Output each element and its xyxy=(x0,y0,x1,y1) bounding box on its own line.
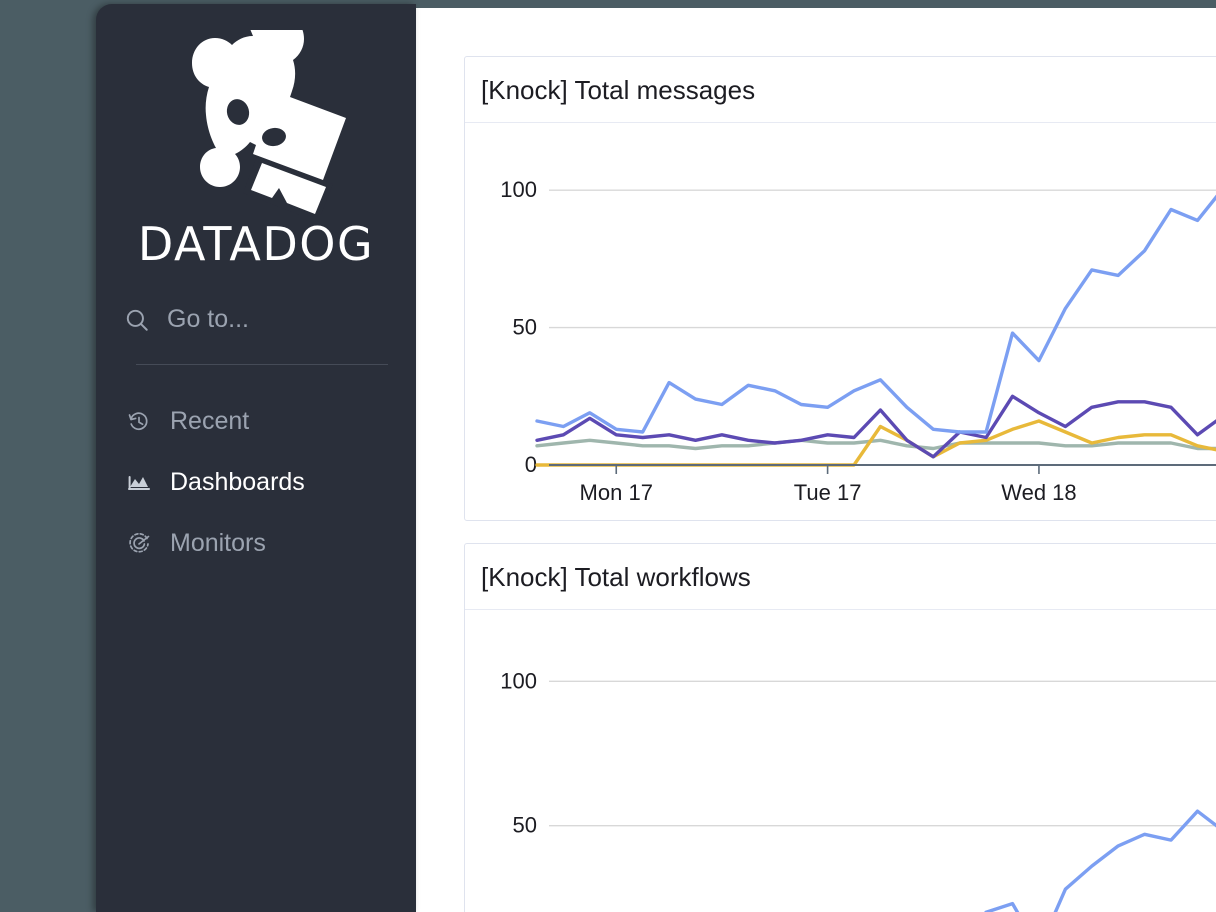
widget-total-messages[interactable]: [Knock] Total messages 0 50 100 Mon 17 Tue 1… xyxy=(464,56,1216,521)
widget-title-workflows: [Knock] Total workflows xyxy=(465,544,1216,610)
datadog-dog-logo-icon xyxy=(192,30,346,215)
search-icon xyxy=(126,309,148,331)
y-axis-tick-label: 50 xyxy=(513,315,537,340)
sidebar-item-recent[interactable]: Recent xyxy=(96,391,416,452)
sidebar-search-label: Go to... xyxy=(167,305,249,333)
brand-wordmark: DATADOG xyxy=(137,217,375,271)
sidebar-item-dashboards-label: Dashboards xyxy=(170,468,305,496)
chart-series-line xyxy=(535,438,1216,451)
sidebar-item-monitors-label: Monitors xyxy=(170,529,266,557)
chart-total-workflows[interactable]: 50 100 xyxy=(465,610,1216,912)
sidebar-search[interactable]: Go to... xyxy=(124,305,416,334)
x-axis-tick-label: Tue 17 xyxy=(794,480,862,505)
y-axis-tick-label: 100 xyxy=(500,177,537,202)
widget-total-workflows[interactable]: [Knock] Total workflows 50 100 xyxy=(464,543,1216,912)
sidebar-nav-list: Recent Dashboards xyxy=(96,391,416,574)
widget-title-messages: [Knock] Total messages xyxy=(465,57,1216,123)
y-axis-tick-label: 100 xyxy=(500,668,537,693)
sidebar-item-recent-label: Recent xyxy=(170,407,250,435)
brand-logo-block[interactable]: DATADOG xyxy=(96,4,416,271)
y-axis-tick-label: 50 xyxy=(513,813,537,838)
chart-plot-area: 50 100 xyxy=(500,668,1216,912)
x-axis-tick-label: Wed 18 xyxy=(1001,480,1076,505)
history-clock-icon xyxy=(126,409,152,435)
window-top-strip xyxy=(416,0,1216,8)
y-axis-tick-label: 0 xyxy=(525,452,537,477)
chart-series-line xyxy=(535,194,1216,434)
chart-series-line xyxy=(984,809,1216,912)
sidebar: DATADOG Go to... Recent xyxy=(96,4,416,912)
area-chart-icon xyxy=(126,470,152,496)
chart-series-line xyxy=(535,394,1216,459)
x-axis-tick-label: Mon 17 xyxy=(580,480,653,505)
sidebar-item-dashboards[interactable]: Dashboards xyxy=(96,452,416,513)
sidebar-item-monitors[interactable]: Monitors xyxy=(96,513,416,574)
radar-target-icon xyxy=(126,531,152,557)
sidebar-divider xyxy=(136,364,388,365)
